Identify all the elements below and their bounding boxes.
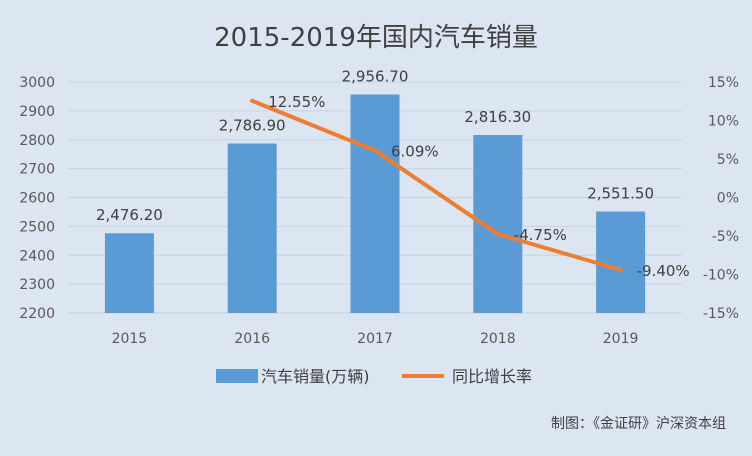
left-tick-label: 2200 xyxy=(19,306,55,322)
footer-credit: 制图：《金证研》沪深资本组 xyxy=(551,416,726,432)
right-axis-ticks: -15% -10% -5% 0% 5% 10% 15% xyxy=(703,75,739,322)
right-tick-label: 0% xyxy=(717,191,739,207)
chart-title: 2015-2019年国内汽车销量 xyxy=(214,23,538,53)
left-axis-ticks: 2200 2300 2400 2500 2600 2700 2800 2900 3000 xyxy=(19,75,55,322)
right-tick-label: -5% xyxy=(712,229,739,245)
right-tick-label: -10% xyxy=(703,268,739,284)
right-tick-label: 10% xyxy=(708,114,739,130)
line-point xyxy=(250,98,255,103)
x-axis-ticks: 2015 2016 2017 2018 2019 xyxy=(112,331,639,347)
bar-value-label: 2,786.90 xyxy=(219,117,286,135)
line-point xyxy=(373,148,377,153)
x-tick-label: 2016 xyxy=(234,331,270,347)
legend-line-label: 同比增长率 xyxy=(452,367,532,386)
left-tick-label: 2500 xyxy=(19,219,55,235)
legend: 汽车销量(万辆) 同比增长率 xyxy=(216,367,532,386)
left-tick-label: 2700 xyxy=(19,162,55,178)
bar-value-label: 2,551.50 xyxy=(587,185,654,203)
growth-rate-line xyxy=(250,98,623,272)
data-labels: 2,476.20 2,786.90 2,956.70 2,816.30 2,551.50… xyxy=(96,68,690,280)
line-point xyxy=(618,267,623,272)
line-point xyxy=(495,232,500,237)
line-value-label: -9.40% xyxy=(637,262,690,280)
bar xyxy=(227,143,277,313)
bar-series xyxy=(104,94,646,314)
bar xyxy=(596,211,646,313)
line-value-label: -4.75% xyxy=(514,226,567,244)
legend-bar-label: 汽车销量(万辆) xyxy=(261,367,370,386)
left-tick-label: 2600 xyxy=(19,191,55,207)
bar-value-label: 2,476.20 xyxy=(96,206,163,224)
right-tick-label: 15% xyxy=(708,75,739,91)
left-tick-label: 2900 xyxy=(19,104,55,120)
x-tick-label: 2019 xyxy=(603,331,639,347)
line-series xyxy=(250,98,623,272)
bar-value-label: 2,816.30 xyxy=(464,108,531,126)
left-tick-label: 2800 xyxy=(19,133,55,149)
left-tick-label: 2400 xyxy=(19,248,55,264)
right-tick-label: 5% xyxy=(717,152,739,168)
left-tick-label: 2300 xyxy=(19,277,55,293)
bar-value-label: 2,956.70 xyxy=(342,68,409,86)
right-tick-label: -15% xyxy=(703,306,739,322)
left-tick-label: 3000 xyxy=(19,75,55,91)
x-tick-label: 2015 xyxy=(112,331,148,347)
x-tick-label: 2018 xyxy=(480,331,516,347)
bar xyxy=(350,94,400,314)
line-value-label: 6.09% xyxy=(391,143,439,161)
line-value-label: 12.55% xyxy=(268,93,325,111)
bar xyxy=(104,233,154,313)
x-tick-label: 2017 xyxy=(357,331,393,347)
legend-bar-swatch xyxy=(216,369,258,383)
